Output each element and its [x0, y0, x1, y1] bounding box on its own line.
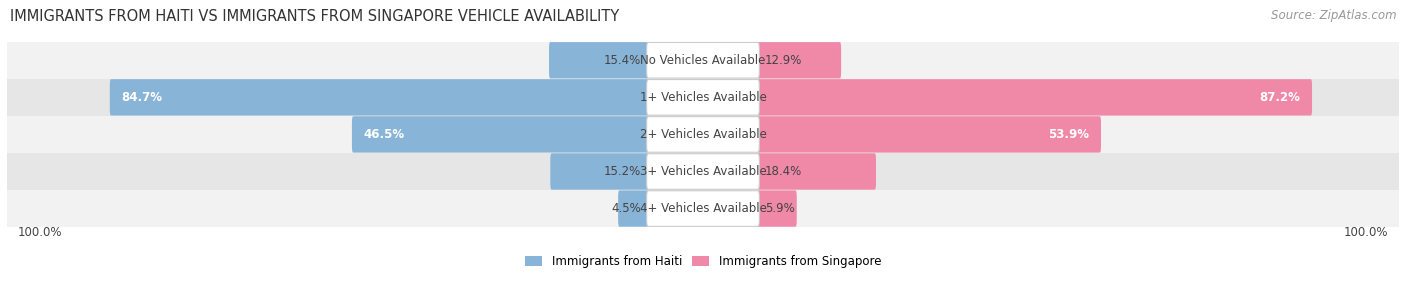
Text: 2+ Vehicles Available: 2+ Vehicles Available: [640, 128, 766, 141]
FancyBboxPatch shape: [548, 42, 650, 78]
FancyBboxPatch shape: [647, 80, 759, 115]
FancyBboxPatch shape: [756, 116, 1101, 153]
FancyBboxPatch shape: [619, 190, 650, 227]
FancyBboxPatch shape: [647, 117, 759, 152]
Bar: [7, 153, 1399, 190]
FancyBboxPatch shape: [756, 153, 876, 190]
Text: 100.0%: 100.0%: [1344, 226, 1389, 239]
FancyBboxPatch shape: [110, 79, 650, 116]
Text: 15.2%: 15.2%: [603, 165, 641, 178]
Text: No Vehicles Available: No Vehicles Available: [640, 54, 766, 67]
FancyBboxPatch shape: [352, 116, 650, 153]
FancyBboxPatch shape: [756, 42, 841, 78]
Text: 4+ Vehicles Available: 4+ Vehicles Available: [640, 202, 766, 215]
Text: 15.4%: 15.4%: [603, 54, 641, 67]
Legend: Immigrants from Haiti, Immigrants from Singapore: Immigrants from Haiti, Immigrants from S…: [520, 250, 886, 273]
FancyBboxPatch shape: [647, 191, 759, 226]
Text: 46.5%: 46.5%: [364, 128, 405, 141]
Text: IMMIGRANTS FROM HAITI VS IMMIGRANTS FROM SINGAPORE VEHICLE AVAILABILITY: IMMIGRANTS FROM HAITI VS IMMIGRANTS FROM…: [10, 9, 619, 23]
Text: 100.0%: 100.0%: [17, 226, 62, 239]
FancyBboxPatch shape: [550, 153, 650, 190]
Bar: [7, 79, 1399, 116]
Bar: [7, 190, 1399, 227]
Text: 5.9%: 5.9%: [765, 202, 794, 215]
FancyBboxPatch shape: [647, 43, 759, 78]
FancyBboxPatch shape: [647, 154, 759, 189]
Text: 53.9%: 53.9%: [1049, 128, 1090, 141]
Text: 18.4%: 18.4%: [765, 165, 803, 178]
Bar: [7, 42, 1399, 79]
FancyBboxPatch shape: [756, 79, 1312, 116]
Text: 1+ Vehicles Available: 1+ Vehicles Available: [640, 91, 766, 104]
Text: 3+ Vehicles Available: 3+ Vehicles Available: [640, 165, 766, 178]
Text: 4.5%: 4.5%: [612, 202, 641, 215]
FancyBboxPatch shape: [756, 190, 797, 227]
Text: 87.2%: 87.2%: [1260, 91, 1301, 104]
Bar: [7, 116, 1399, 153]
Text: 12.9%: 12.9%: [765, 54, 803, 67]
Text: Source: ZipAtlas.com: Source: ZipAtlas.com: [1271, 9, 1396, 21]
Text: 84.7%: 84.7%: [121, 91, 162, 104]
